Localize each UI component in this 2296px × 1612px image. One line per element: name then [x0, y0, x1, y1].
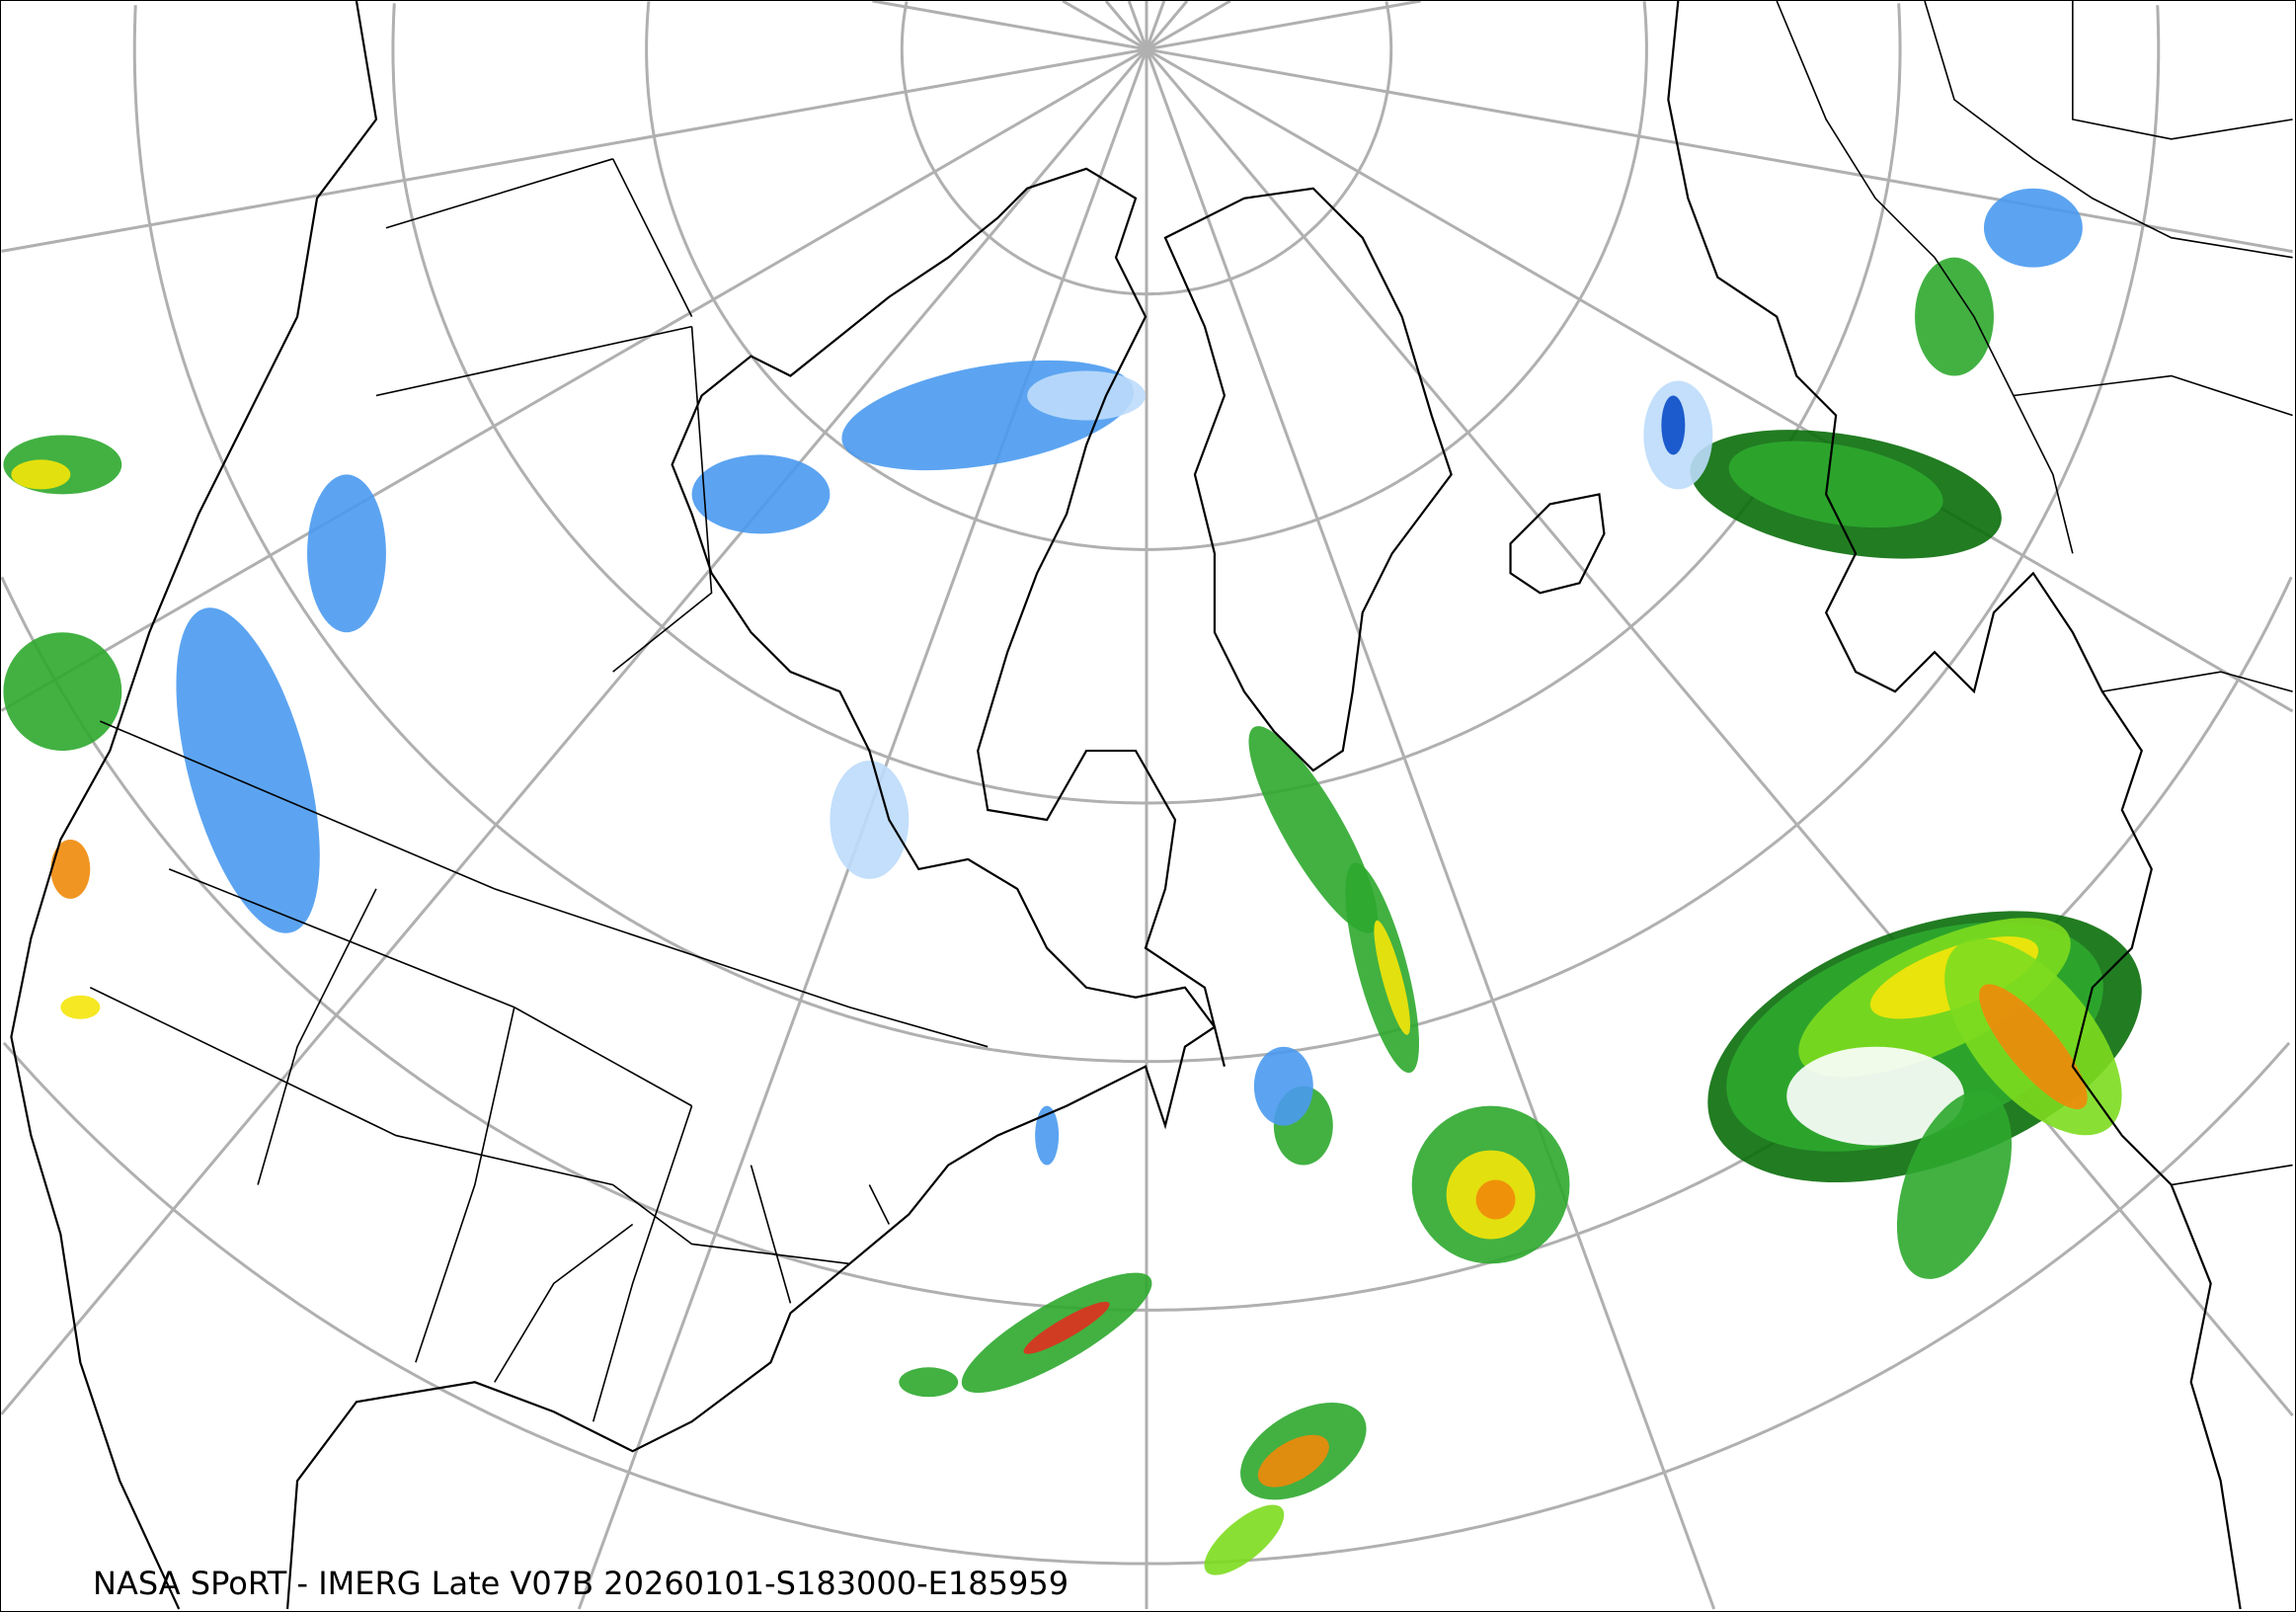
state-province-borders: [89, 158, 989, 1422]
precipitation-area: [3, 632, 122, 752]
precipitation-area: [1027, 370, 1147, 421]
meridian-line: [1145, 1, 1189, 50]
latitude-circle: [132, 5, 2161, 1064]
meridian-line: [1146, 47, 2293, 254]
europe-coastline: [1667, 1, 2242, 1610]
coastlines-borders: [10, 1, 2293, 1610]
meridian-line: [872, 1, 1148, 51]
meridian-line: [1, 47, 1148, 712]
precipitation-area: [60, 995, 101, 1019]
precipitation-area: [1204, 1504, 1285, 1575]
meridian-line: [1146, 1, 1231, 51]
precipitation-area: [1035, 1105, 1060, 1166]
precipitation-area: [691, 454, 831, 534]
precipitation-area: [1896, 1090, 2013, 1279]
country-borders: [1776, 1, 2293, 1186]
precipitation-area: [1475, 1179, 1516, 1220]
meridian-line: [1146, 1, 1421, 51]
greenland-coastline: [1163, 187, 1453, 772]
meridian-line: [1062, 1, 1148, 51]
precipitation-area: [11, 459, 71, 490]
precipitation-area: [1786, 1046, 1964, 1146]
latitude-circle: [900, 1, 1393, 296]
precipitation-area: [1257, 1434, 1329, 1488]
precipitation-area: [1728, 441, 1943, 528]
iceland-coastline: [1509, 493, 1606, 595]
precipitation-area: [307, 474, 386, 633]
meridian-line: [1, 47, 1148, 253]
precipitation-layer: [3, 188, 2142, 1575]
precipitation-area: [1915, 257, 1994, 376]
precipitation-area: [176, 607, 320, 933]
meridian-line: [1145, 47, 2294, 1417]
precipitation-area: [1661, 395, 1686, 455]
meridian-line: [1145, 1, 1166, 50]
precipitation-area: [1983, 188, 2083, 268]
precipitation-area: [1248, 726, 1379, 933]
precipitation-area: [1253, 1046, 1313, 1126]
precipitation-area: [1023, 1301, 1110, 1354]
meridian-line: [1, 47, 1148, 1415]
meridian-line: [1146, 47, 2294, 713]
precipitation-area: [1374, 920, 1410, 1035]
latitude-circle: [645, 1, 1648, 551]
precipitation-area: [50, 839, 91, 899]
meridian-line: [1127, 1, 1148, 50]
precipitation-area: [1979, 984, 2088, 1109]
precipitation-area: [899, 1367, 959, 1398]
map-caption: NASA SPoRT - IMERG Late V07B 20260101-S1…: [93, 1565, 1069, 1602]
north-america-coastline: [10, 1, 1226, 1610]
meridian-line: [1145, 48, 1716, 1610]
meridian-line: [1104, 1, 1148, 50]
precipitation-area: [830, 761, 910, 879]
